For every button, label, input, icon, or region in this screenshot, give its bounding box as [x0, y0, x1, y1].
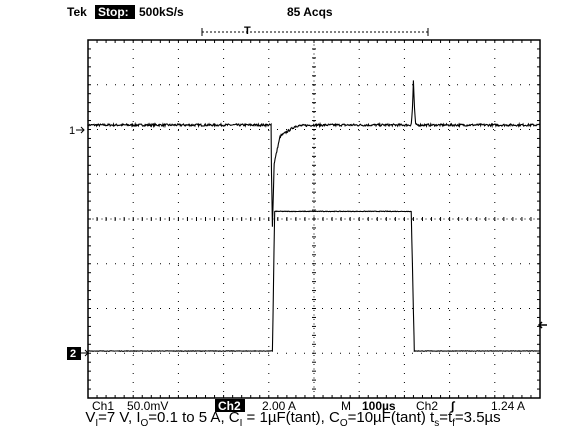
- caption-vi: =7 V, I: [98, 409, 141, 426]
- stop-badge: [95, 5, 135, 19]
- caption-tf: =3.5µs: [454, 409, 501, 426]
- ch1-marker: 1: [69, 125, 75, 137]
- ch1-arrow-icon: [76, 126, 85, 134]
- trigger-source: Ch2: [416, 399, 438, 413]
- ch2-label-box: [215, 399, 245, 412]
- trigger-slope-icon: ∫: [450, 399, 456, 413]
- timebase-value: 100µs: [362, 399, 396, 413]
- trigger-level-arrow-icon: [537, 321, 547, 329]
- ch2-marker: 2: [70, 348, 76, 360]
- ch2-arrow-icon: [81, 349, 89, 357]
- caption-co: =10µF(tant) t: [347, 409, 435, 426]
- sample-rate-label: 500kS/s: [139, 5, 184, 19]
- ch2-marker-box: [67, 347, 81, 360]
- series-line-2: [87, 210, 541, 353]
- trigger-position-icon: T: [244, 25, 251, 37]
- series-line-1: [87, 80, 541, 227]
- caption-vi-symbol: VI: [85, 409, 99, 429]
- figure-caption: VI=7 V, IO=0.1 to 5 A, CI = 1µF(tant), C…: [85, 409, 501, 429]
- ch1-scale: 50.0mV: [127, 399, 168, 413]
- caption-io: =0.1 to 5 A, C: [148, 409, 240, 426]
- caption-ci: = 1µF(tant), C: [242, 409, 340, 426]
- ch1-label: Ch1: [92, 399, 114, 413]
- trigger-level: 1.24 A: [491, 399, 525, 413]
- acquisitions-label: 85 Acqs: [287, 5, 333, 19]
- caption-ts: =t: [439, 409, 453, 426]
- ch2-label: Ch2: [218, 399, 241, 413]
- timebase-label: M: [341, 399, 351, 413]
- record-window-bracket: [201, 28, 429, 36]
- state-label: Stop:: [98, 5, 129, 19]
- waveform-traces: [87, 80, 541, 353]
- brand-label: Tek: [67, 5, 87, 19]
- graticule: [87, 39, 541, 399]
- ch2-scale: 2.00 A: [262, 399, 296, 413]
